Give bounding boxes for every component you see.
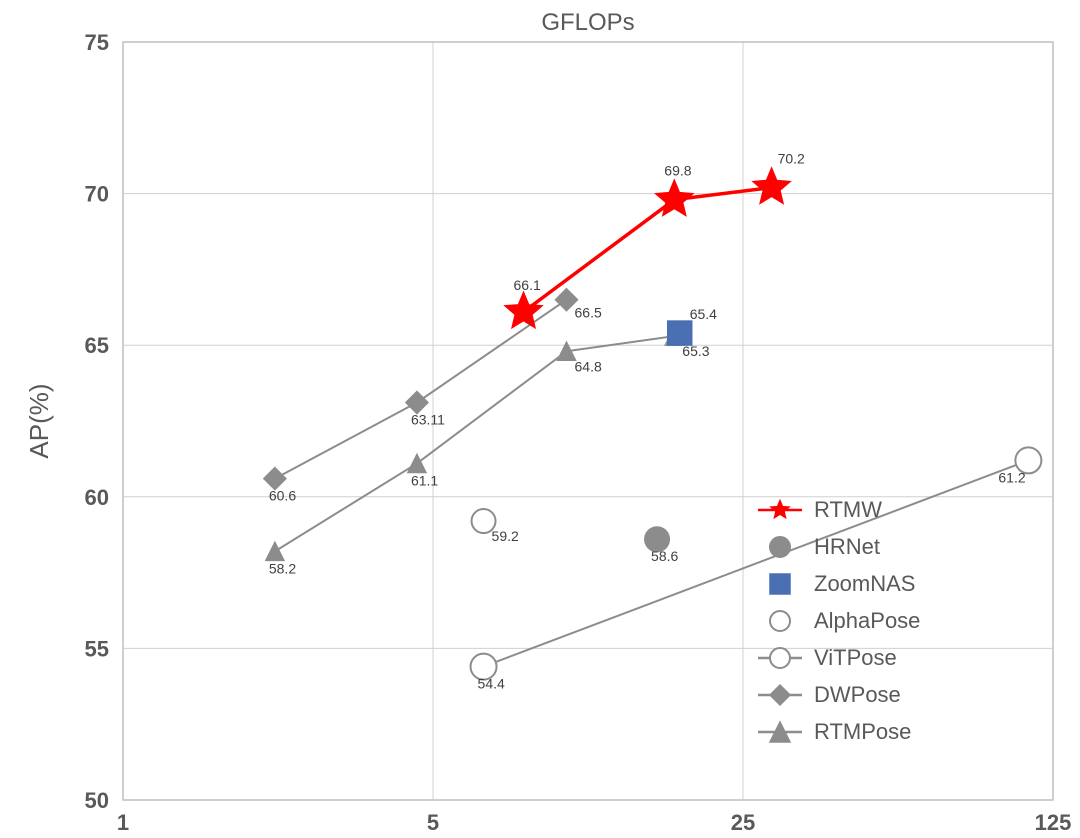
- legend-label-rtmpose: RTMPose: [814, 719, 911, 744]
- x-tick-label: 5: [427, 810, 439, 835]
- point-label: 61.1: [411, 472, 438, 488]
- point-label: 63.11: [411, 412, 445, 428]
- chart-background: [0, 0, 1080, 838]
- x-tick-label: 25: [731, 810, 755, 835]
- y-tick-label: 55: [85, 636, 109, 661]
- chart-title-top: GFLOPs: [541, 9, 634, 36]
- y-tick-label: 65: [85, 333, 109, 358]
- point-label: 65.4: [690, 306, 717, 322]
- legend-label-hrnet: HRNet: [814, 534, 880, 559]
- point-label: 69.8: [664, 163, 691, 179]
- y-tick-label: 50: [85, 788, 109, 813]
- point-label: 59.2: [492, 528, 519, 544]
- legend-label-alphapose: AlphaPose: [814, 608, 920, 633]
- y-axis-label: AP(%): [24, 383, 54, 458]
- x-tick-label: 1: [117, 810, 129, 835]
- legend-label-vitpose: ViTPose: [814, 645, 897, 670]
- point-label: 61.2: [998, 469, 1025, 485]
- point-label: 64.8: [575, 358, 602, 374]
- x-tick-label: 125: [1035, 810, 1072, 835]
- point-label: 66.1: [514, 277, 541, 293]
- y-tick-label: 75: [85, 30, 109, 55]
- point-label: 58.2: [269, 560, 296, 576]
- ap-vs-gflops-chart: 1 5 25 125 50 55 60 65 70 75 GFLOPs AP(%) 54.4 61.2 58…: [0, 0, 1080, 838]
- point-label: 54.4: [478, 676, 505, 692]
- legend-label-dwpose: DWPose: [814, 682, 901, 707]
- chart-svg: 1 5 25 125 50 55 60 65 70 75 GFLOPs AP(%) 54.4 61.2 58…: [0, 0, 1080, 838]
- legend-label-zoomnas: ZoomNAS: [814, 571, 915, 596]
- y-tick-label: 70: [85, 182, 109, 207]
- point-label: 60.6: [269, 488, 296, 504]
- point-label: 66.5: [575, 305, 602, 321]
- legend-label-rtmw: RTMW: [814, 497, 882, 522]
- point-label: 58.6: [651, 548, 678, 564]
- point-label: 70.2: [778, 151, 805, 167]
- y-tick-label: 60: [85, 485, 109, 510]
